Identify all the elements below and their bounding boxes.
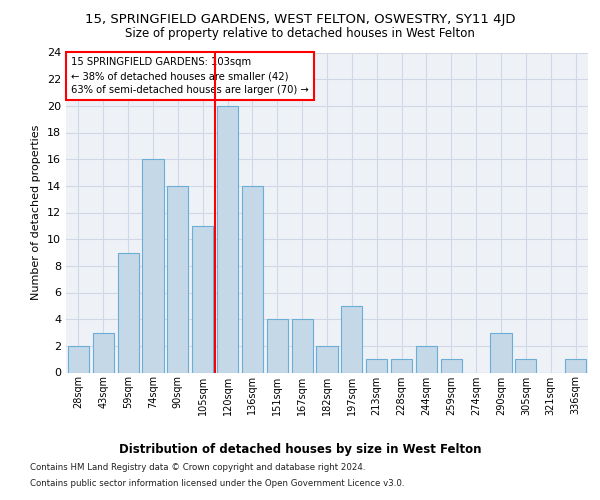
Bar bbox=[93, 332, 114, 372]
Bar bbox=[192, 226, 213, 372]
Bar bbox=[565, 359, 586, 372]
Text: Distribution of detached houses by size in West Felton: Distribution of detached houses by size … bbox=[119, 442, 481, 456]
Text: 15, SPRINGFIELD GARDENS, WEST FELTON, OSWESTRY, SY11 4JD: 15, SPRINGFIELD GARDENS, WEST FELTON, OS… bbox=[85, 12, 515, 26]
Bar bbox=[441, 359, 462, 372]
Bar bbox=[490, 332, 512, 372]
Bar bbox=[167, 186, 188, 372]
Text: Contains HM Land Registry data © Crown copyright and database right 2024.: Contains HM Land Registry data © Crown c… bbox=[30, 464, 365, 472]
Bar bbox=[341, 306, 362, 372]
Bar bbox=[267, 319, 288, 372]
Bar bbox=[316, 346, 338, 372]
Bar bbox=[217, 106, 238, 372]
Bar bbox=[242, 186, 263, 372]
Text: 15 SPRINGFIELD GARDENS: 103sqm
← 38% of detached houses are smaller (42)
63% of : 15 SPRINGFIELD GARDENS: 103sqm ← 38% of … bbox=[71, 58, 309, 96]
Bar bbox=[391, 359, 412, 372]
Y-axis label: Number of detached properties: Number of detached properties bbox=[31, 125, 41, 300]
Bar bbox=[416, 346, 437, 372]
Bar bbox=[515, 359, 536, 372]
Bar bbox=[292, 319, 313, 372]
Bar bbox=[366, 359, 387, 372]
Bar bbox=[142, 159, 164, 372]
Bar bbox=[118, 252, 139, 372]
Text: Size of property relative to detached houses in West Felton: Size of property relative to detached ho… bbox=[125, 28, 475, 40]
Bar bbox=[68, 346, 89, 372]
Text: Contains public sector information licensed under the Open Government Licence v3: Contains public sector information licen… bbox=[30, 478, 404, 488]
